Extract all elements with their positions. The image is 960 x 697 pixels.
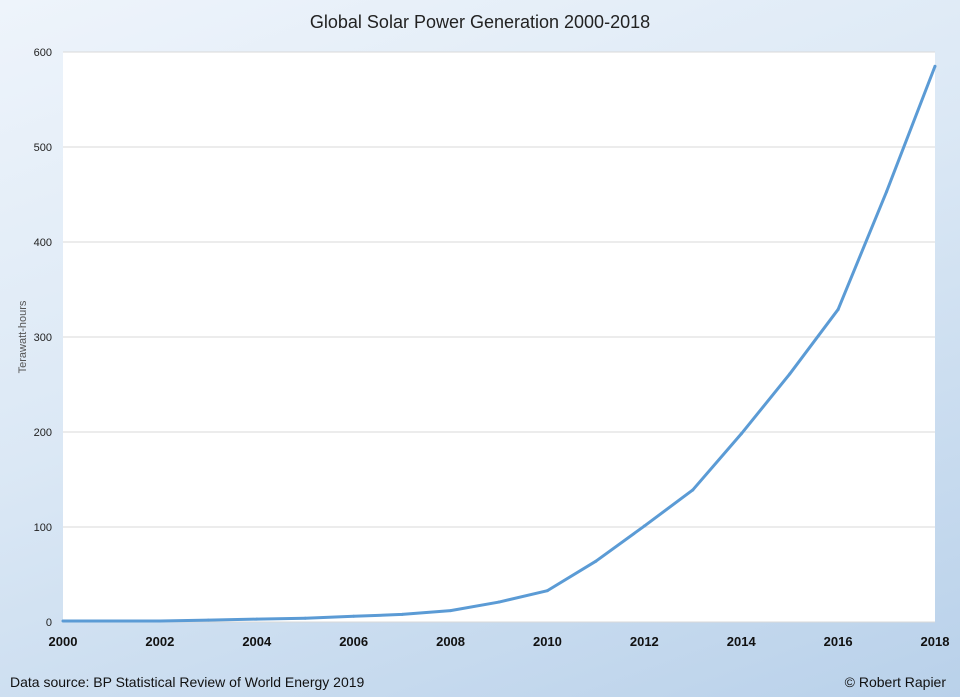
y-tick-label: 0: [46, 617, 52, 629]
data-point: [158, 619, 162, 623]
y-tick-label: 200: [34, 427, 52, 439]
x-tick-label: 2014: [727, 634, 757, 649]
y-tick-label: 500: [34, 142, 52, 154]
x-tick-label: 2016: [824, 634, 853, 649]
data-point: [545, 589, 549, 593]
data-point: [109, 619, 113, 623]
y-tick-label: 100: [34, 522, 52, 534]
data-point: [642, 524, 646, 528]
data-point: [61, 619, 65, 623]
x-tick-label: 2002: [145, 634, 174, 649]
chart-title: Global Solar Power Generation 2000-2018: [309, 12, 651, 32]
x-tick-label: 2010: [533, 634, 562, 649]
data-point: [933, 64, 937, 68]
y-tick-label: 600: [34, 47, 52, 59]
data-point: [739, 432, 743, 436]
data-point: [206, 618, 210, 622]
copyright-credit: © Robert Rapier: [844, 674, 946, 690]
data-point: [303, 616, 307, 620]
x-tick-label: 2006: [339, 634, 368, 649]
data-point: [255, 617, 259, 621]
data-point: [788, 372, 792, 376]
data-point: [885, 190, 889, 194]
data-point: [400, 612, 404, 616]
x-tick-label: 2000: [49, 634, 78, 649]
x-tick-label: 2008: [436, 634, 465, 649]
data-point: [594, 559, 598, 563]
y-tick-label: 400: [34, 237, 52, 249]
data-point: [449, 609, 453, 613]
data-source-note: Data source: BP Statistical Review of Wo…: [10, 674, 365, 690]
data-point: [497, 600, 501, 604]
data-point: [691, 488, 695, 492]
x-tick-label: 2018: [921, 634, 950, 649]
data-point: [352, 614, 356, 618]
x-tick-label: 2012: [630, 634, 659, 649]
x-tick-label: 2004: [242, 634, 272, 649]
data-point: [836, 307, 840, 311]
y-axis-label: Terawatt-hours: [17, 300, 29, 373]
y-tick-label: 300: [34, 332, 52, 344]
